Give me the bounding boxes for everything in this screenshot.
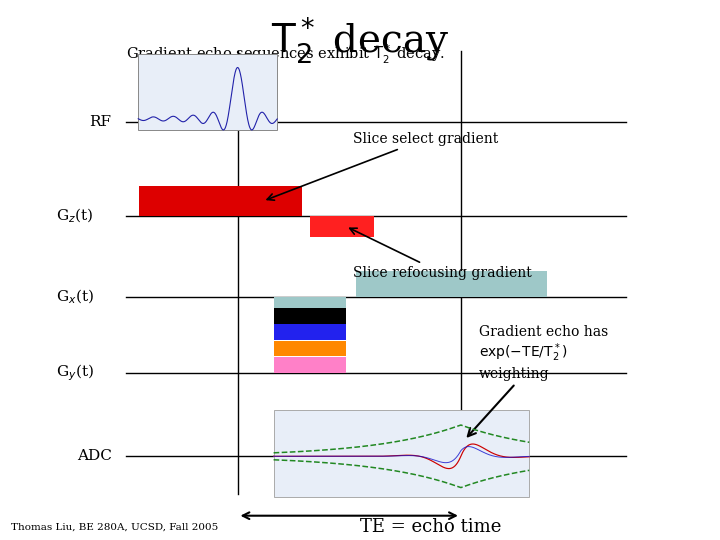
Text: Gradient echo sequences exhibit $\mathrm{T}_2^*$ decay.: Gradient echo sequences exhibit $\mathrm…: [126, 43, 445, 66]
Bar: [274, 341, 346, 356]
Bar: [138, 54, 277, 130]
Text: Thomas Liu, BE 280A, UCSD, Fall 2005: Thomas Liu, BE 280A, UCSD, Fall 2005: [11, 523, 218, 532]
Text: RF: RF: [89, 114, 112, 129]
Bar: [274, 410, 529, 497]
Bar: [274, 357, 346, 373]
Bar: [310, 216, 374, 237]
Text: TE = echo time: TE = echo time: [361, 518, 502, 536]
Text: G$_y$(t): G$_y$(t): [55, 362, 94, 383]
Bar: [139, 186, 302, 216]
Bar: [356, 271, 547, 297]
Text: ADC: ADC: [77, 449, 112, 463]
Text: G$_x$(t): G$_x$(t): [55, 288, 94, 306]
Bar: [274, 325, 346, 340]
Text: Slice refocusing gradient: Slice refocusing gradient: [350, 228, 531, 280]
Text: $\mathrm{T}_2^*$ decay: $\mathrm{T}_2^*$ decay: [271, 16, 449, 66]
Text: Gradient echo has
$\mathrm{exp(-TE/T}_2^*\mathrm{)}$
weighting: Gradient echo has $\mathrm{exp(-TE/T}_2^…: [468, 325, 608, 436]
Bar: [274, 308, 346, 324]
Text: Slice select gradient: Slice select gradient: [267, 132, 498, 200]
Text: G$_z$(t): G$_z$(t): [56, 207, 94, 225]
Bar: [274, 297, 346, 318]
